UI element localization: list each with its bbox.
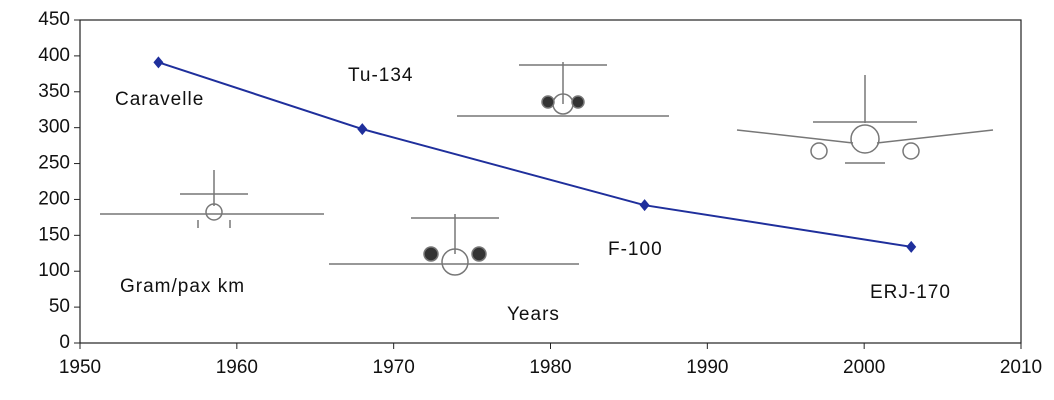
x-tick-label: 1970 <box>373 357 415 378</box>
y-tick-label: 450 <box>38 9 70 30</box>
airplane-icons <box>100 62 994 276</box>
annotation: Gram/pax km <box>120 276 245 297</box>
airplane-erj170 <box>736 75 994 164</box>
y-tick-label: 100 <box>38 260 70 281</box>
data-point <box>357 123 368 136</box>
y-tick-label: 50 <box>49 296 70 317</box>
annotation: F-100 <box>608 239 663 260</box>
airplane-caravelle <box>100 170 324 228</box>
data-point <box>153 56 164 69</box>
annotation: ERJ-170 <box>870 282 951 303</box>
x-tick-label: 2000 <box>843 357 885 378</box>
y-tick-label: 150 <box>38 224 70 245</box>
y-tick-label: 200 <box>38 188 70 209</box>
y-tick-label: 0 <box>59 332 70 353</box>
y-tick-label: 400 <box>38 45 70 66</box>
data-point <box>639 199 650 212</box>
x-tick-label: 1950 <box>59 357 101 378</box>
data-point <box>906 240 917 253</box>
x-tick-label: 2010 <box>1000 357 1042 378</box>
data-line <box>158 61 912 248</box>
annotation: Years <box>507 304 560 325</box>
airplane-f100 <box>329 214 579 276</box>
annotation: Caravelle <box>115 89 204 110</box>
y-tick-label: 250 <box>38 153 70 174</box>
x-tick-label: 1990 <box>686 357 728 378</box>
annotation: Tu-134 <box>348 65 414 86</box>
x-tick-label: 1960 <box>216 357 258 378</box>
airplane-tu134 <box>457 62 669 117</box>
x-tick-label: 1980 <box>529 357 571 378</box>
y-tick-label: 350 <box>38 81 70 102</box>
y-tick-label: 300 <box>38 117 70 138</box>
